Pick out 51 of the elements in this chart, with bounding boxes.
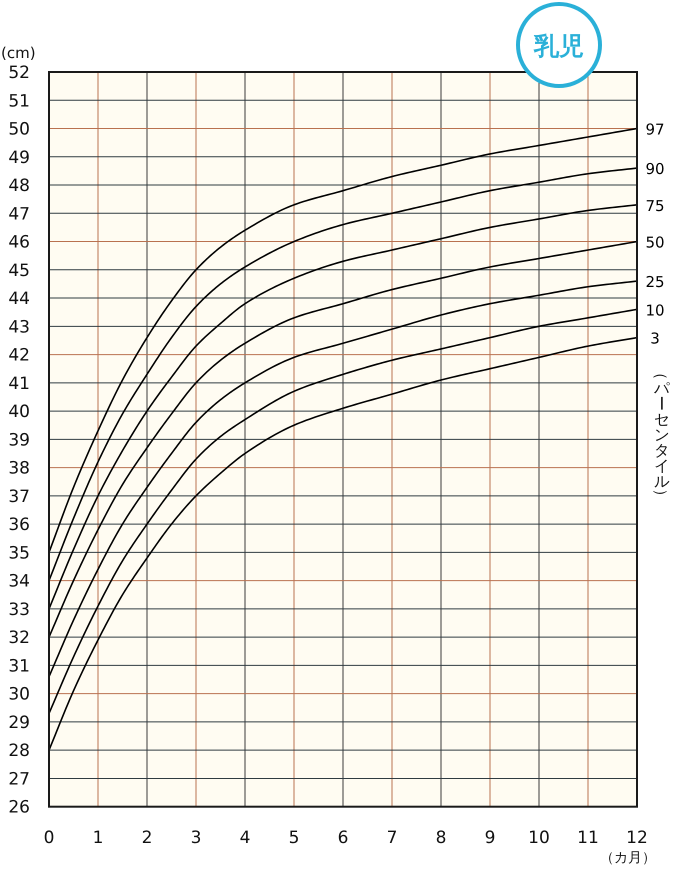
y-tick-label: 26 (8, 798, 30, 818)
y-tick-label: 27 (8, 769, 30, 790)
x-tick-label: 6 (338, 828, 348, 848)
x-tick-label: 0 (44, 828, 54, 848)
x-tick-label: 7 (386, 828, 398, 848)
x-tick-label: 10 (528, 828, 550, 848)
x-axis-title: （カ月） (600, 850, 656, 866)
series-label: 50 (645, 234, 665, 252)
y-tick-label: 45 (8, 260, 30, 281)
x-tick-label: 4 (240, 828, 250, 848)
x-tick-label: 3 (190, 828, 202, 848)
y-tick-label: 30 (8, 684, 30, 705)
series-label: 97 (645, 120, 665, 139)
x-tick-label: 5 (288, 828, 300, 848)
y-tick-label: 33 (8, 600, 30, 620)
y-tick-label: 43 (8, 317, 30, 338)
y-tick-label: 36 (8, 515, 30, 536)
y-tick-label: 35 (8, 543, 30, 564)
y-tick-label: 44 (8, 289, 30, 310)
y-tick-label: 52 (8, 63, 30, 83)
y-tick-label: 37 (8, 486, 30, 507)
y-tick-label: 29 (8, 712, 30, 733)
y-tick-label: 48 (8, 176, 30, 196)
series-label: 3 (650, 330, 660, 348)
y-tick-label: 31 (8, 656, 30, 676)
y-tick-label: 28 (8, 741, 30, 762)
series-label: 25 (645, 273, 665, 292)
y-axis-title: (cm) (1, 44, 36, 62)
x-tick-label: 12 (626, 828, 648, 848)
y-tick-label: 51 (8, 91, 30, 112)
y-tick-label: 42 (8, 346, 30, 366)
y-tick-label: 47 (8, 204, 30, 224)
y-tick-label: 32 (8, 628, 30, 648)
y-tick-label: 46 (8, 232, 30, 253)
y-tick-label: 39 (8, 430, 30, 450)
text: （パーセンタイル） (652, 364, 670, 505)
y-tick-label: 34 (8, 572, 30, 592)
y-tick-label: 50 (8, 120, 30, 140)
y-tick-label: 40 (8, 402, 30, 422)
x-tick-label: 2 (142, 828, 152, 848)
x-tick-label: 1 (92, 828, 104, 848)
x-tick-label: 9 (484, 828, 496, 848)
x-tick-label: 8 (436, 828, 446, 848)
x-tick-label: 11 (577, 828, 599, 848)
series-label: 90 (645, 160, 665, 178)
series-label: 10 (645, 301, 665, 320)
chart-title: 乳児 (533, 32, 584, 60)
y-tick-label: 41 (8, 374, 30, 394)
y-tick-label: 38 (8, 458, 30, 479)
y-tick-label: 49 (8, 148, 30, 168)
series-label: 75 (645, 196, 665, 215)
